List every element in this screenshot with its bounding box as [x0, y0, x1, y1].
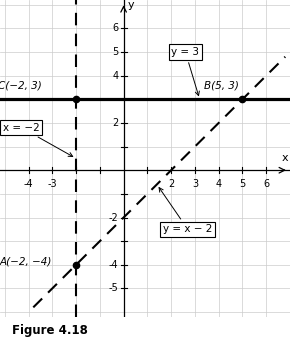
Text: y = 3: y = 3 — [171, 47, 200, 96]
Text: -3: -3 — [48, 179, 57, 189]
Text: 2: 2 — [112, 118, 118, 128]
Text: -4: -4 — [24, 179, 33, 189]
Text: 6: 6 — [112, 23, 118, 33]
Text: C(−2, 3): C(−2, 3) — [0, 80, 41, 90]
Text: 4: 4 — [112, 71, 118, 81]
Text: 3: 3 — [192, 179, 198, 189]
Text: A(−2, −4): A(−2, −4) — [0, 256, 52, 266]
Text: 5: 5 — [112, 47, 118, 57]
Text: 2: 2 — [168, 179, 174, 189]
Text: 5: 5 — [239, 179, 246, 189]
Text: -2: -2 — [109, 213, 118, 222]
Text: 4: 4 — [216, 179, 222, 189]
Text: x = −2: x = −2 — [3, 122, 73, 157]
Text: B(5, 3): B(5, 3) — [204, 80, 239, 90]
Text: x: x — [282, 153, 289, 163]
Text: -5: -5 — [109, 283, 118, 294]
Text: 6: 6 — [263, 179, 269, 189]
Text: y = x − 2: y = x − 2 — [159, 188, 213, 234]
Text: Figure 4.18: Figure 4.18 — [12, 325, 88, 337]
Text: y: y — [128, 0, 135, 10]
Text: -4: -4 — [109, 260, 118, 270]
